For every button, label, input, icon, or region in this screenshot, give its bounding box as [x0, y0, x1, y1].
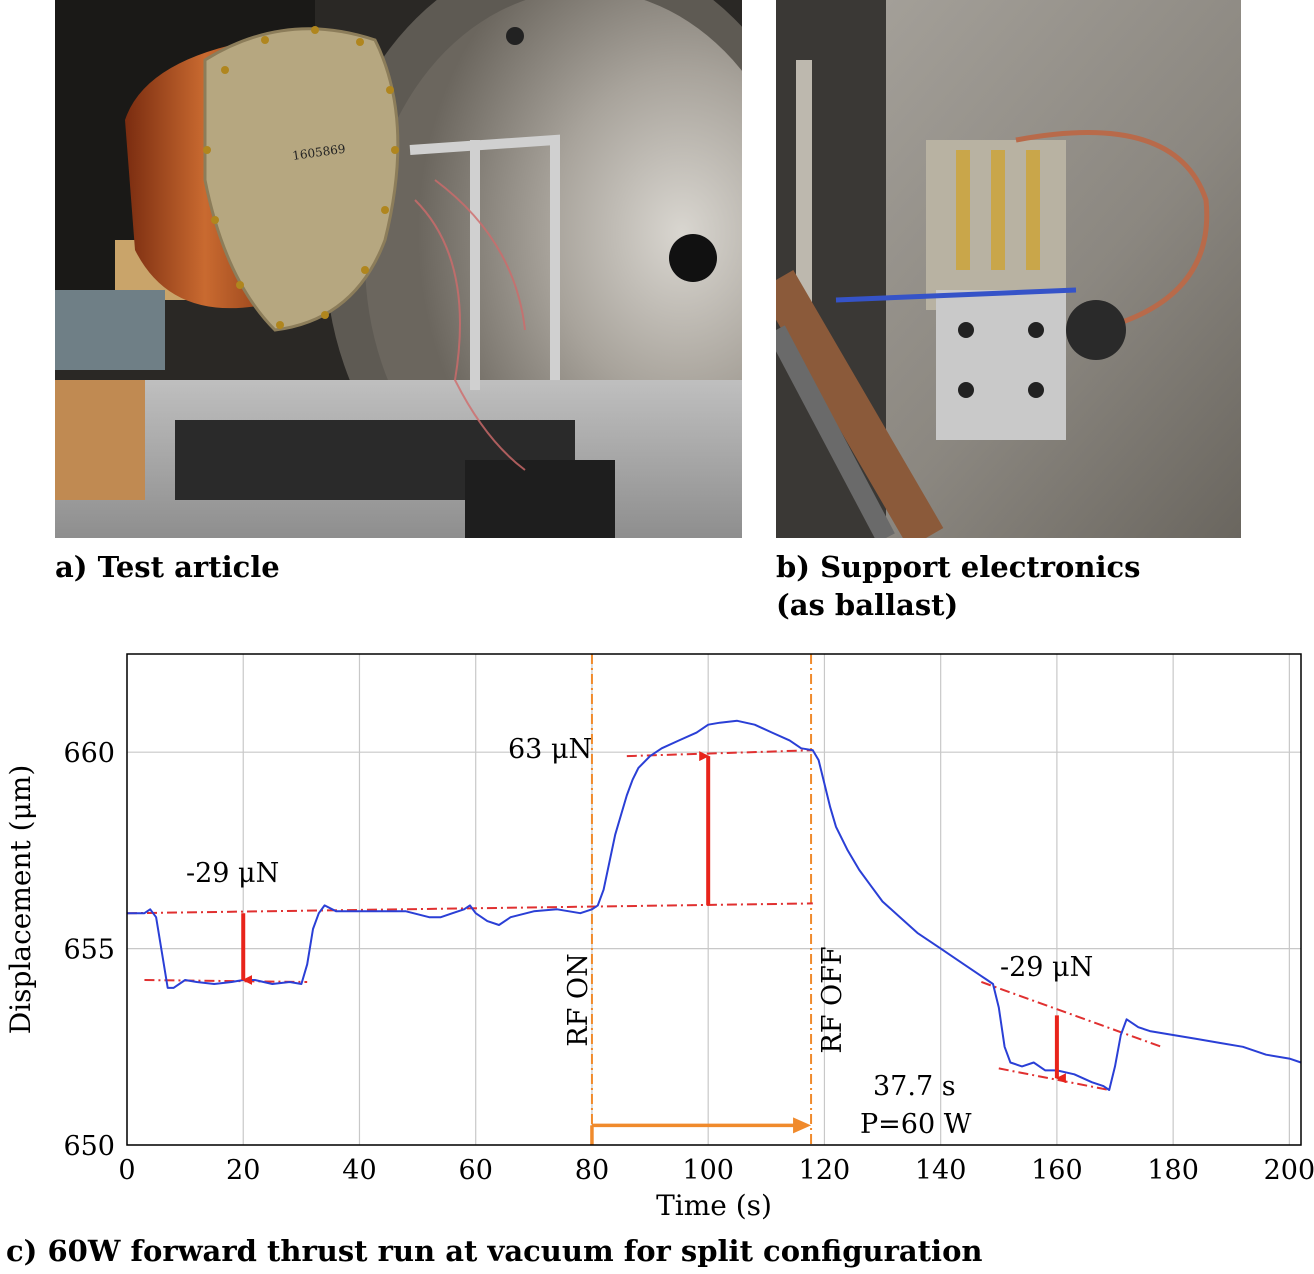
y-axis-label: Displacement (μm): [4, 765, 37, 1035]
series-line: [127, 719, 1302, 1091]
y-tick-label: 660: [63, 738, 115, 769]
power-label: P=60 W: [860, 1109, 972, 1140]
fit-line: [981, 981, 1162, 1048]
photo-support-electronics: [776, 0, 1241, 538]
rf-markers: [590, 654, 813, 1145]
x-tick-label: 60: [459, 1155, 493, 1186]
fit-line: [144, 979, 308, 983]
thrust-left-label: -29 μN: [186, 858, 279, 889]
duration-label: 37.7 s: [873, 1071, 956, 1102]
fit-line: [998, 1067, 1110, 1091]
x-tick-label: 120: [799, 1155, 851, 1186]
x-tick-label: 80: [575, 1155, 609, 1186]
series-layer: [127, 719, 1302, 1091]
rf-off-label: RF OFF: [817, 946, 848, 1053]
x-tick-label: 160: [1031, 1155, 1083, 1186]
caption-a: a) Test article: [55, 550, 280, 584]
thrust-arrows: [241, 751, 1066, 1145]
tick-labels: 0 20 40 60 80 100 120 140 160 180 200 650 655 660: [63, 738, 1314, 1186]
x-tick-label: 0: [118, 1155, 135, 1186]
fit-line: [626, 749, 813, 758]
grid: [126, 654, 1301, 1146]
y-tick-label: 655: [63, 935, 115, 966]
x-tick-label: 40: [342, 1155, 376, 1186]
x-tick-label: 180: [1147, 1155, 1199, 1186]
x-tick-label: 20: [226, 1155, 260, 1186]
x-tick-label: 100: [682, 1155, 734, 1186]
y-tick-label: 650: [63, 1131, 115, 1162]
caption-b: b) Support electronics (as ballast): [776, 550, 1141, 622]
photo-test-article: 1605869: [55, 0, 742, 538]
displacement-chart: 0 20 40 60 80 100 120 140 160 180 200 650 655 660 Tim…: [4, 653, 1314, 1222]
duration-arrow-head: [793, 1117, 812, 1134]
caption-c: c) 60W forward thrust run at vacuum for …: [6, 1234, 983, 1268]
x-tick-label: 140: [915, 1155, 967, 1186]
x-axis-label: Time (s): [656, 1189, 772, 1222]
thrust-63-label: 63 μN: [508, 734, 592, 765]
fit-lines: [126, 749, 1162, 1091]
x-tick-label: 200: [1264, 1155, 1314, 1186]
plot-frame: [126, 653, 1302, 1146]
rf-on-label: RF ON: [563, 953, 594, 1046]
fit-line: [126, 902, 813, 915]
thrust-right-label: -29 μN: [1000, 952, 1093, 983]
